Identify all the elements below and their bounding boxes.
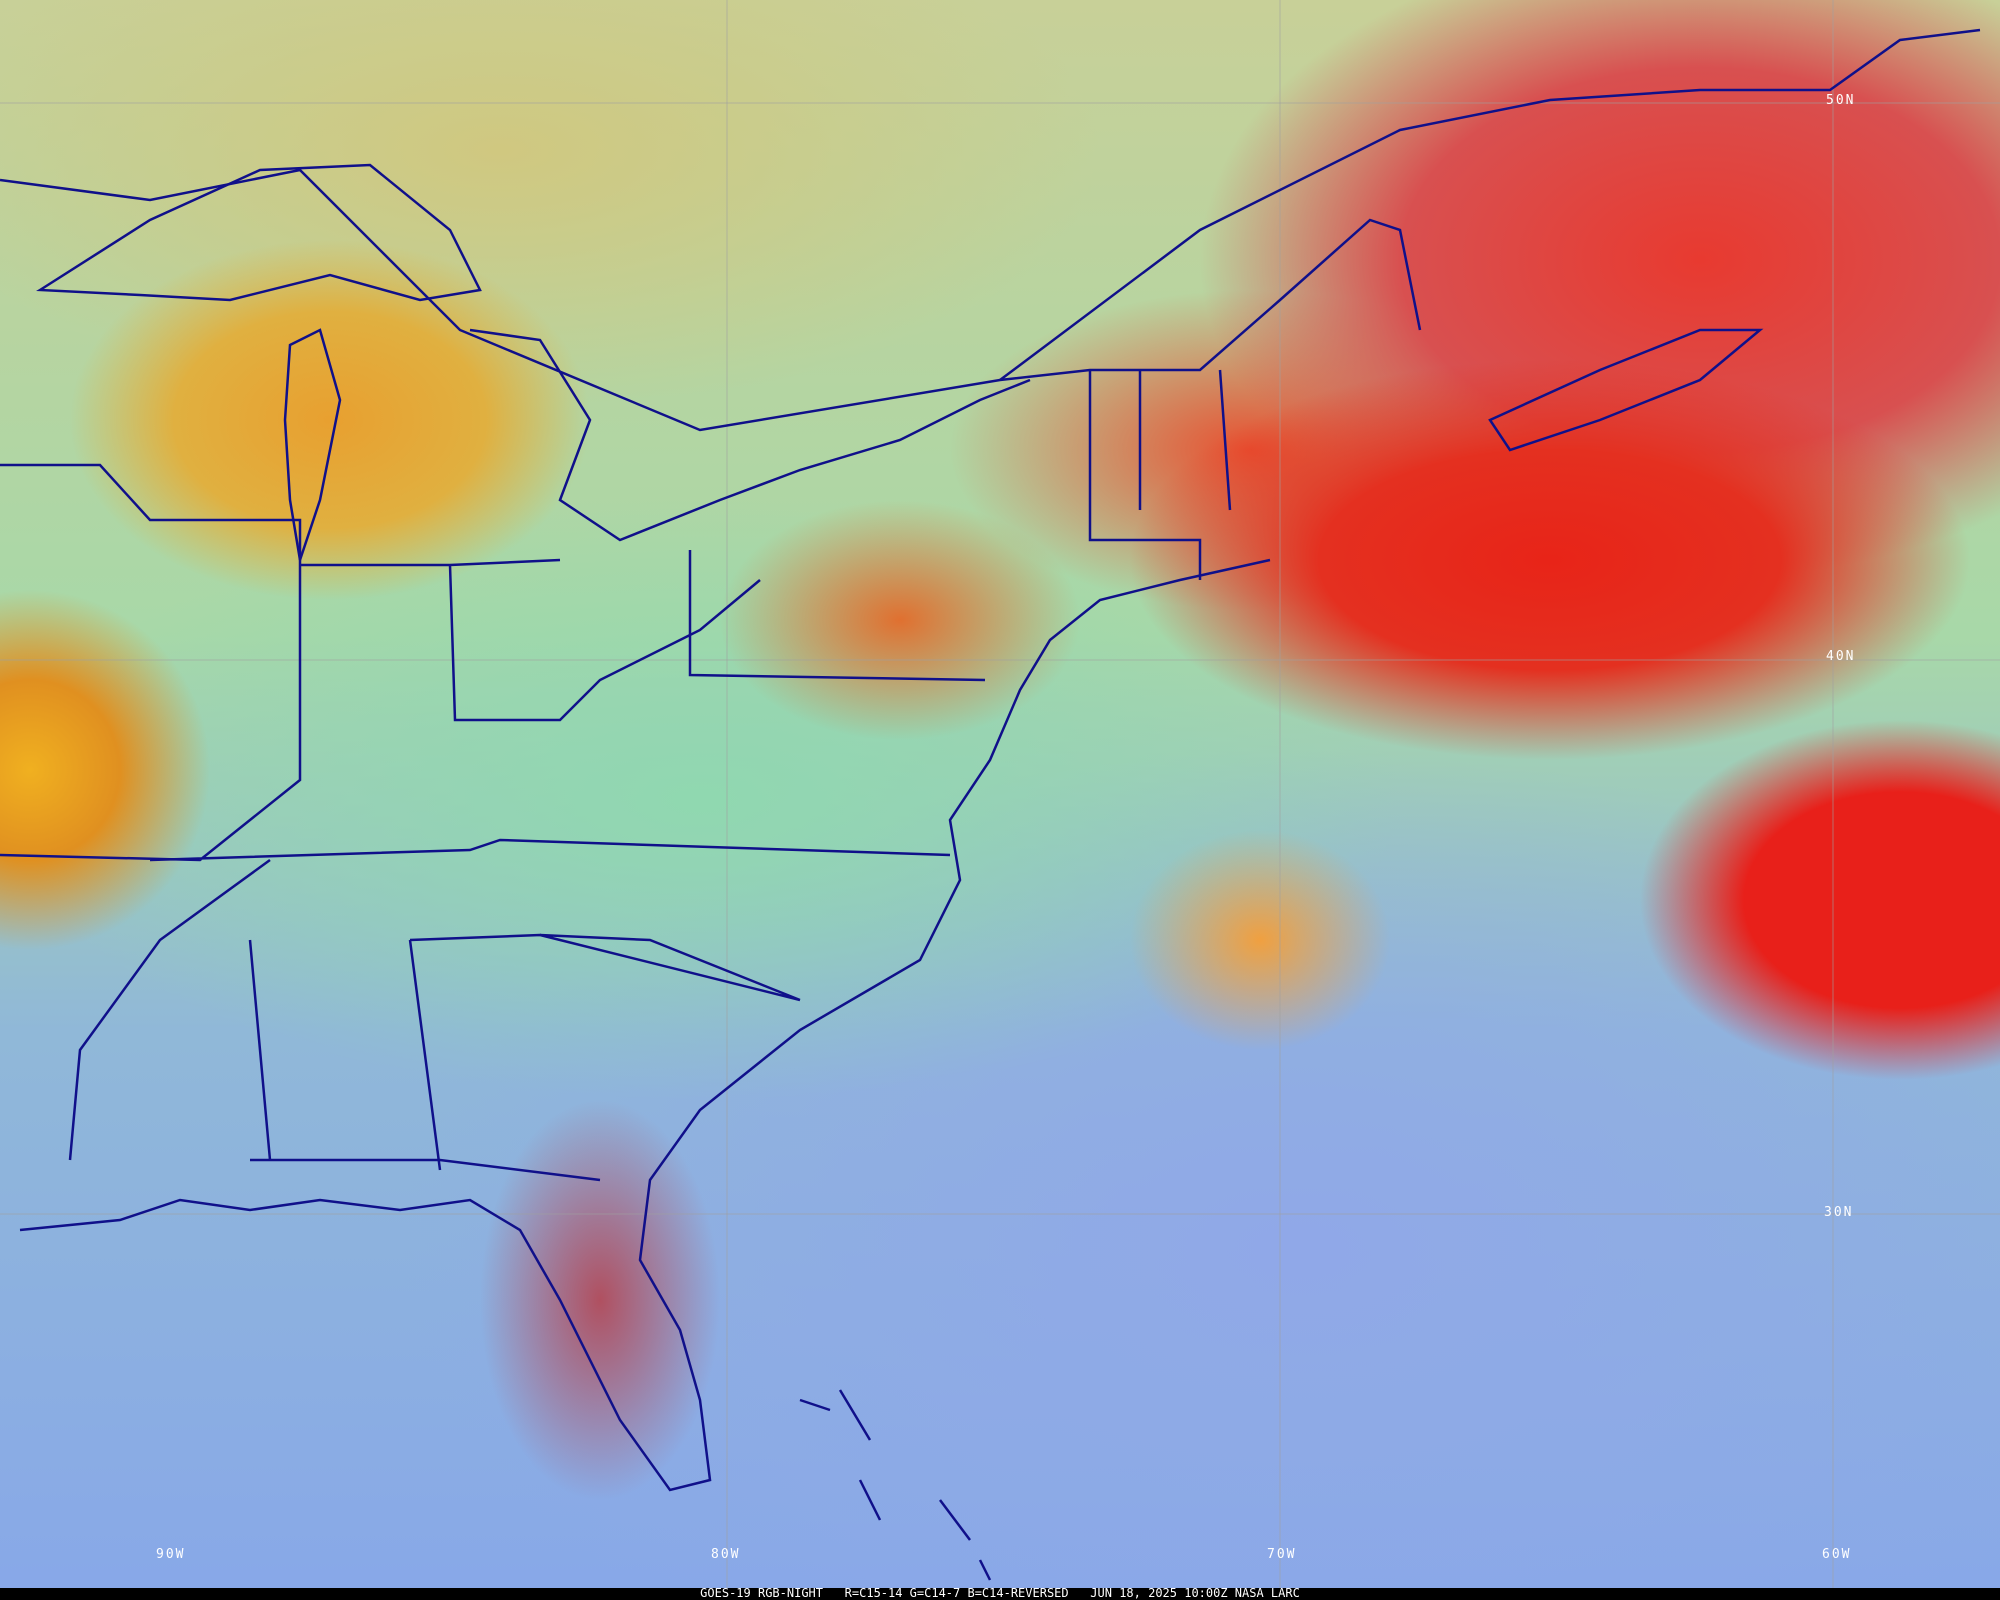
lon-label-80w: 80W [711, 1547, 741, 1562]
lon-label-60w: 60W [1822, 1547, 1852, 1562]
lat-label-40n: 40N [1826, 649, 1856, 664]
st-lawrence-coast [999, 28, 1981, 381]
lake-michigan [283, 328, 342, 561]
atlantic-coast [19, 558, 1271, 1492]
lake-huron-erie-ontario [469, 328, 1031, 542]
lat-label-50n: 50N [1826, 93, 1856, 108]
lat-label-30n: 30N [1824, 1205, 1854, 1220]
lon-label-90w: 90W [156, 1547, 186, 1562]
caption-bar: GOES-19 RGB-NIGHT R=C15-14 G=C14-7 B=C14… [0, 1586, 2000, 1600]
us-canada-border [0, 168, 1422, 432]
bahamas [799, 1389, 992, 1581]
boundaries [0, 28, 1981, 1581]
lon-label-70w: 70W [1267, 1547, 1297, 1562]
nova-scotia [1488, 328, 1764, 452]
product-caption: GOES-19 RGB-NIGHT R=C15-14 G=C14-7 B=C14… [700, 1586, 1300, 1600]
lake-superior [36, 163, 482, 302]
state-lines [0, 369, 1232, 1182]
